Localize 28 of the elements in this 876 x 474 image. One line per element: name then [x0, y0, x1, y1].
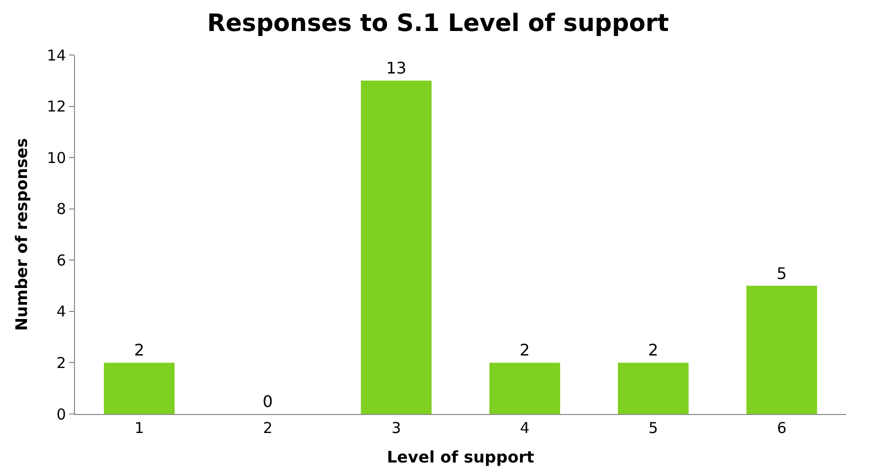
x-tick-label: 3	[391, 419, 402, 437]
x-tick-label: 6	[776, 419, 787, 437]
y-tick-label: 14	[46, 46, 66, 64]
bar	[746, 286, 818, 414]
y-tick-label: 12	[46, 98, 66, 116]
y-tick-label: 4	[56, 302, 66, 321]
data-label: 5	[776, 264, 787, 283]
y-tick-label: 6	[56, 251, 66, 270]
x-axis-title: Level of support	[386, 448, 534, 467]
y-tick-label: 10	[46, 148, 66, 167]
x-tick-label: 5	[648, 419, 658, 437]
data-label: 2	[648, 340, 658, 360]
x-tick-label: 1	[134, 419, 144, 437]
x-tick-label: 4	[520, 419, 530, 437]
y-tick-label: 8	[56, 200, 66, 218]
data-label: 2	[520, 340, 530, 360]
chart-title: Responses to S.1 Level of support	[207, 9, 669, 38]
data-label: 2	[134, 340, 144, 360]
y-tick-label: 0	[56, 405, 66, 424]
bar	[489, 362, 560, 414]
y-tick-label: 2	[56, 354, 66, 372]
bar	[104, 362, 175, 414]
bar	[360, 80, 432, 414]
bar	[618, 362, 689, 414]
data-label: 0	[262, 392, 273, 411]
x-tick-label: 2	[262, 419, 273, 437]
data-label: 13	[386, 58, 406, 78]
y-axis-title: Number of responses	[12, 138, 31, 331]
